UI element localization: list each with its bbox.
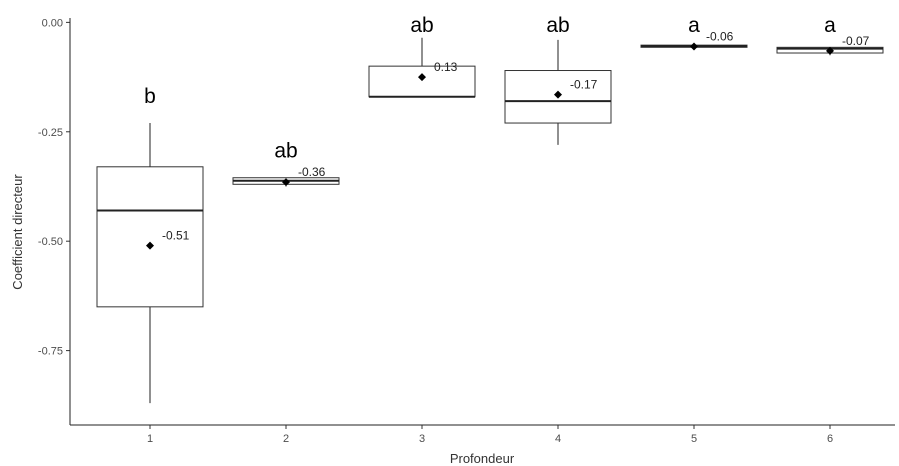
mean-label: 0.13 [434, 60, 458, 74]
x-tick-label: 4 [555, 433, 561, 445]
box [368, 65, 476, 98]
mean-label: -0.17 [570, 78, 598, 92]
group-letter: ab [274, 140, 297, 163]
group-letter: a [688, 14, 700, 37]
mean-label: -0.36 [298, 165, 326, 179]
mean-point [826, 46, 834, 55]
mean-label: -0.51 [162, 229, 190, 243]
box [96, 166, 204, 308]
mean-point [690, 42, 698, 51]
y-axis-title: Coefficient directeur [10, 174, 25, 290]
y-axis: 0.00 -0.25 -0.50 -0.75 [38, 17, 70, 358]
group-letter: ab [546, 14, 569, 37]
box-group-1: -0.51 b [96, 85, 204, 404]
x-tick-label: 5 [691, 433, 697, 445]
box-group-4: -0.17 ab [504, 14, 612, 145]
y-tick-label: 0.00 [42, 17, 63, 29]
x-axis: 1 2 3 4 5 6 [147, 425, 833, 445]
mean-label: -0.07 [842, 34, 870, 48]
box-group-6: -0.07 a [776, 14, 884, 56]
group-letter: b [144, 85, 156, 108]
mean-label: -0.06 [706, 29, 734, 43]
y-tick-label: -0.50 [38, 236, 63, 248]
mean-point [146, 241, 154, 250]
x-tick-label: 2 [283, 433, 289, 445]
group-letter: a [824, 14, 836, 37]
box-group-3: 0.13 ab [368, 14, 476, 98]
x-tick-label: 3 [419, 433, 425, 445]
mean-point [554, 90, 562, 99]
y-tick-label: -0.75 [38, 346, 63, 358]
y-tick-label: -0.25 [38, 127, 63, 139]
x-tick-label: 6 [827, 433, 833, 445]
x-axis-title: Profondeur [450, 451, 515, 466]
box-group-5: -0.06 a [640, 14, 748, 51]
mean-point [418, 73, 426, 82]
mean-point [282, 178, 290, 187]
x-tick-label: 1 [147, 433, 153, 445]
group-letter: ab [410, 14, 433, 37]
